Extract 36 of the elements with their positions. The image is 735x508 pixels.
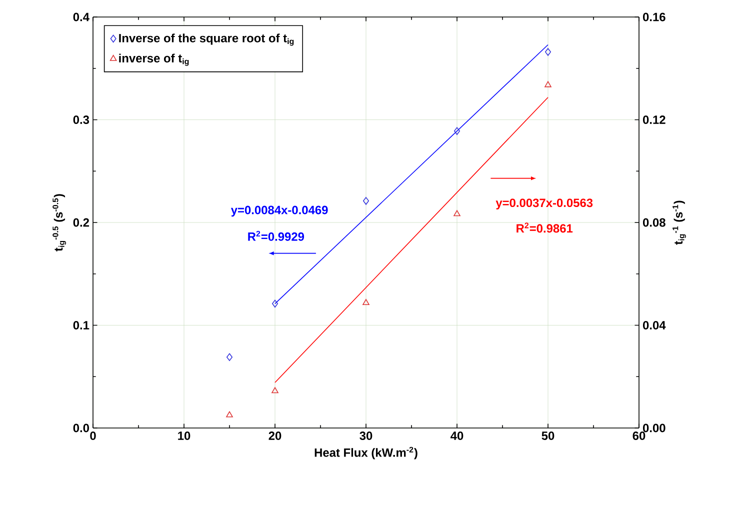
y-tick-label: 0.3 [73, 116, 90, 124]
point [226, 411, 233, 418]
point [454, 210, 460, 216]
x-tick-label: 50 [542, 432, 554, 440]
point [272, 387, 278, 394]
y2-tick-label: 0.12 [642, 116, 666, 124]
x-tick-label: 10 [178, 432, 190, 440]
annotation: y=0.0084x-0.0469 [230, 206, 328, 217]
x-tick-label: 20 [268, 432, 282, 440]
annotation: R$^{2}$=0.9929 [248, 230, 304, 241]
y2-tick-label: 0.08 [642, 218, 666, 227]
y2-axis-title: t$_{ig}$$^{-1}$ (s$^{-1}$) [672, 200, 686, 245]
x-axis-title: Heat Flux (kW.m$^{-2}$) [314, 446, 418, 460]
x-tick-label: 60 [632, 432, 646, 440]
x-tick-label: 0 [90, 432, 96, 440]
x-tick-label: 30 [360, 432, 372, 440]
y2-tick-label: 0.16 [642, 12, 666, 22]
point [226, 353, 233, 361]
point [362, 299, 370, 306]
x-tick-label: 40 [450, 432, 464, 440]
point [544, 48, 552, 56]
y-tick-label: 0.2 [73, 218, 90, 227]
point [362, 197, 370, 205]
y-tick-label: 0.4 [73, 12, 90, 22]
annotation: R$^{2}$=0.9861 [516, 222, 573, 233]
y-tick-label: 0.1 [73, 321, 90, 330]
y2-tick-label: 0.04 [642, 321, 666, 330]
y2-tick-label: 0.00 [642, 424, 666, 432]
y-axis-title: t$_{ig}$$^{-0.5}$ (s$^{-0.5}$) [52, 194, 66, 252]
legend-label: inverse of t$_{ig}$ [119, 54, 189, 66]
point [454, 127, 460, 135]
legend-label: Inverse of the square root of t$_{ig}$ [119, 34, 294, 46]
point [272, 300, 278, 308]
annotation: y=0.0037x-0.0563 [496, 198, 593, 210]
y-tick-label: 0.0 [73, 424, 89, 432]
point [544, 81, 552, 88]
